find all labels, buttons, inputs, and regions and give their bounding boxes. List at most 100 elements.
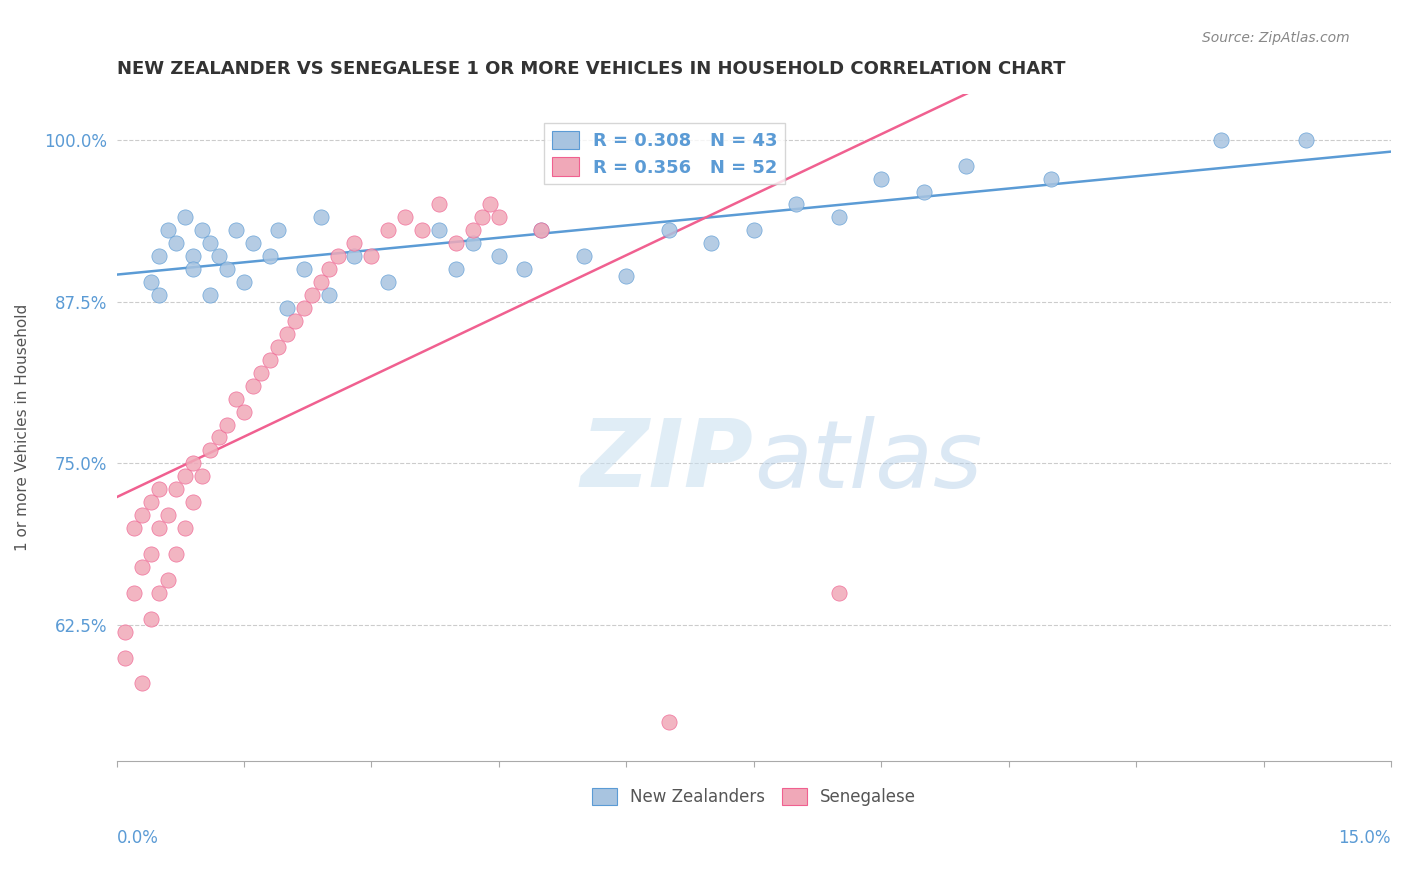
- Point: [429, 197, 451, 211]
- Point: [301, 288, 323, 302]
- Point: [233, 404, 256, 418]
- Point: [225, 223, 247, 237]
- Point: [181, 495, 204, 509]
- Point: [131, 560, 153, 574]
- Point: [267, 340, 290, 354]
- Point: [446, 262, 468, 277]
- Point: [572, 249, 595, 263]
- Point: [165, 547, 187, 561]
- Point: [114, 624, 136, 639]
- Point: [658, 223, 681, 237]
- Point: [225, 392, 247, 406]
- Point: [148, 249, 170, 263]
- Point: [198, 236, 221, 251]
- Point: [267, 223, 290, 237]
- Point: [360, 249, 382, 263]
- Point: [343, 236, 366, 251]
- Point: [658, 715, 681, 730]
- Point: [463, 223, 485, 237]
- Point: [242, 378, 264, 392]
- Point: [513, 262, 536, 277]
- Text: 0.0%: 0.0%: [117, 829, 159, 847]
- Point: [1295, 133, 1317, 147]
- Point: [242, 236, 264, 251]
- Point: [284, 314, 307, 328]
- Point: [343, 249, 366, 263]
- Point: [139, 612, 162, 626]
- Y-axis label: 1 or more Vehicles in Household: 1 or more Vehicles in Household: [15, 304, 30, 551]
- Point: [828, 586, 851, 600]
- Point: [131, 676, 153, 690]
- Point: [122, 521, 145, 535]
- Point: [139, 495, 162, 509]
- Point: [276, 326, 298, 341]
- Point: [207, 430, 229, 444]
- Point: [259, 352, 281, 367]
- Point: [173, 469, 195, 483]
- Point: [292, 301, 315, 315]
- Point: [700, 236, 723, 251]
- Text: NEW ZEALANDER VS SENEGALESE 1 OR MORE VEHICLES IN HOUSEHOLD CORRELATION CHART: NEW ZEALANDER VS SENEGALESE 1 OR MORE VE…: [117, 60, 1066, 78]
- Text: atlas: atlas: [754, 416, 981, 507]
- Point: [131, 508, 153, 523]
- Point: [309, 211, 332, 225]
- Point: [955, 159, 977, 173]
- Point: [233, 275, 256, 289]
- Point: [530, 223, 553, 237]
- Point: [198, 288, 221, 302]
- Point: [207, 249, 229, 263]
- Point: [139, 275, 162, 289]
- Point: [309, 275, 332, 289]
- Point: [429, 223, 451, 237]
- Point: [318, 262, 340, 277]
- Point: [446, 236, 468, 251]
- Point: [139, 547, 162, 561]
- Point: [165, 236, 187, 251]
- Point: [148, 482, 170, 496]
- Point: [870, 171, 893, 186]
- Point: [912, 185, 935, 199]
- Point: [148, 586, 170, 600]
- Point: [742, 223, 765, 237]
- Point: [250, 366, 273, 380]
- Point: [377, 223, 399, 237]
- Point: [156, 223, 179, 237]
- Point: [318, 288, 340, 302]
- Point: [377, 275, 399, 289]
- Point: [114, 650, 136, 665]
- Point: [122, 586, 145, 600]
- Point: [190, 223, 212, 237]
- Text: ZIP: ZIP: [581, 415, 754, 507]
- Text: 15.0%: 15.0%: [1339, 829, 1391, 847]
- Point: [488, 211, 510, 225]
- Point: [190, 469, 212, 483]
- Point: [259, 249, 281, 263]
- Point: [488, 249, 510, 263]
- Point: [181, 262, 204, 277]
- Point: [828, 211, 851, 225]
- Point: [173, 521, 195, 535]
- Point: [1209, 133, 1232, 147]
- Point: [411, 223, 433, 237]
- Text: Source: ZipAtlas.com: Source: ZipAtlas.com: [1202, 31, 1350, 45]
- Point: [181, 249, 204, 263]
- Point: [276, 301, 298, 315]
- Point: [181, 456, 204, 470]
- Point: [292, 262, 315, 277]
- Point: [530, 223, 553, 237]
- Legend: New Zealanders, Senegalese: New Zealanders, Senegalese: [585, 781, 922, 813]
- Point: [785, 197, 807, 211]
- Point: [173, 211, 195, 225]
- Point: [614, 268, 637, 283]
- Point: [479, 197, 502, 211]
- Point: [394, 211, 416, 225]
- Point: [156, 573, 179, 587]
- Point: [148, 288, 170, 302]
- Point: [148, 521, 170, 535]
- Point: [156, 508, 179, 523]
- Point: [463, 236, 485, 251]
- Point: [215, 262, 238, 277]
- Point: [1040, 171, 1063, 186]
- Point: [198, 443, 221, 458]
- Point: [165, 482, 187, 496]
